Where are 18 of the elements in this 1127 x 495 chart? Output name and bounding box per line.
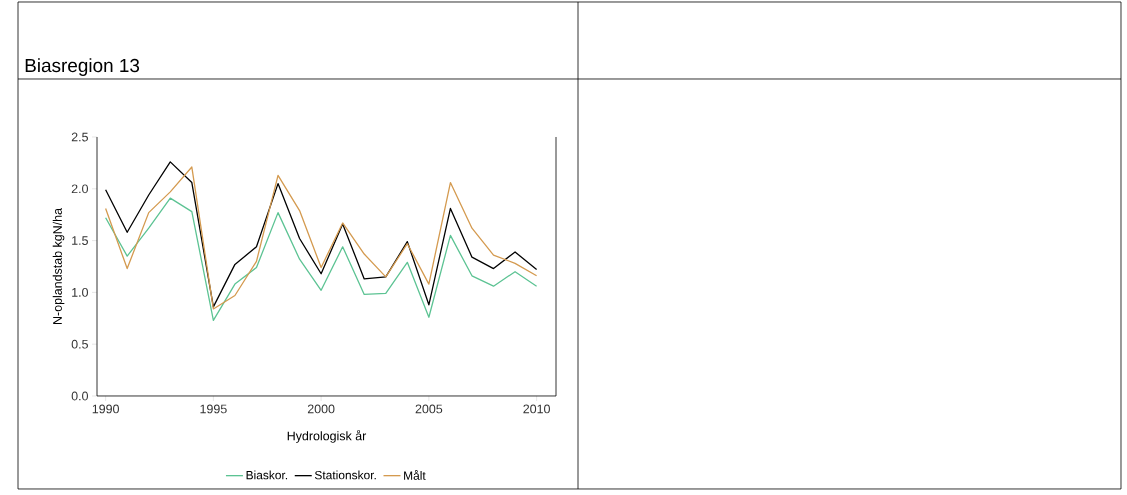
line-series: [104, 197, 538, 322]
x-tick-label: 1990: [92, 404, 119, 414]
x-tick-label: 2010: [523, 404, 550, 414]
y-axis-title: N-oplandstab kgN/ha: [52, 208, 65, 324]
y-tick-label: 1.5: [72, 236, 88, 245]
x-tick-label: 1995: [200, 404, 227, 414]
x-tick-label: 2000: [307, 404, 335, 414]
y-tick-label: 1.0: [72, 287, 88, 297]
x-axis-title: Hydrologisk år: [287, 430, 367, 443]
y-tick-label: 0.5: [71, 339, 88, 349]
chart-title: Biasregion 13: [25, 58, 140, 76]
legend-label: Stationskor.: [314, 470, 376, 480]
y-tick-label: 2.5: [71, 132, 88, 142]
y-tick-label: 0.0: [71, 391, 88, 401]
legend-label: Målt: [404, 470, 426, 480]
legend-label: Biaskor.: [246, 470, 288, 480]
x-tick-label: 2005: [415, 404, 443, 414]
y-tick-label: 2.0: [71, 184, 88, 194]
